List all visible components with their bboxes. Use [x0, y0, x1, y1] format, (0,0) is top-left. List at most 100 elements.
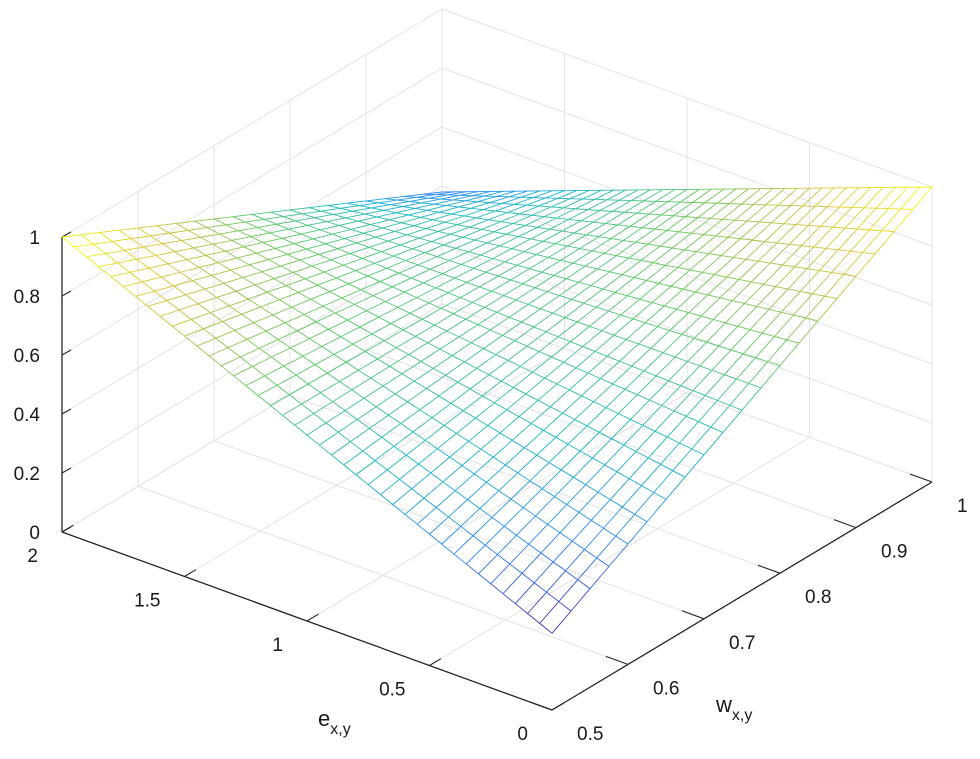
mesh-segment: [333, 354, 347, 363]
mesh-segment: [328, 328, 341, 338]
mesh-segment: [787, 268, 808, 290]
mesh-segment: [294, 413, 314, 426]
mesh-segment: [395, 393, 408, 403]
mesh-segment: [500, 221, 514, 224]
mesh-segment: [489, 196, 509, 204]
mesh-segment: [386, 454, 407, 471]
mesh-segment: [359, 205, 372, 209]
mesh-segment: [443, 236, 463, 246]
mesh-segment: [635, 241, 648, 245]
mesh-segment: [276, 220, 296, 225]
mesh-segment: [652, 247, 673, 264]
mesh-segment: [105, 249, 125, 255]
mesh-segment: [440, 198, 454, 201]
mesh-segment: [320, 392, 334, 403]
mesh-segment: [378, 306, 398, 318]
mesh-segment: [749, 329, 763, 334]
mesh-segment: [332, 389, 352, 403]
mesh-segment: [226, 221, 246, 226]
mesh-segment: [558, 336, 571, 343]
mesh-segment: [613, 318, 634, 336]
mesh-segment: [428, 302, 442, 309]
mesh-segment: [242, 271, 262, 278]
mesh-segment: [240, 347, 260, 358]
mesh-segment: [179, 271, 193, 282]
mesh-segment: [479, 275, 499, 288]
mesh-segment: [707, 294, 721, 299]
mesh-segment: [714, 257, 734, 276]
w-axis-tick: [757, 564, 781, 574]
mesh-segment: [313, 233, 333, 240]
mesh-segment: [194, 220, 208, 229]
mesh-segment: [345, 213, 365, 219]
mesh-segment: [535, 496, 555, 517]
z-axis-tick: [61, 467, 72, 474]
mesh-segment: [598, 413, 619, 433]
mesh-segment: [831, 272, 844, 275]
mesh-segment: [273, 271, 294, 280]
mesh-segment: [616, 255, 629, 259]
mesh-segment: [571, 285, 592, 300]
mesh-segment: [708, 237, 729, 255]
mesh-segment: [451, 342, 472, 356]
mesh-segment: [393, 255, 406, 261]
mesh-segment: [775, 286, 789, 290]
mesh-segment: [137, 225, 158, 229]
mesh-segment: [284, 314, 305, 324]
mesh-segment: [574, 401, 595, 420]
mesh-segment: [243, 246, 257, 254]
mesh-segment: [544, 361, 565, 379]
mesh-segment: [386, 469, 400, 480]
mesh-segment: [674, 337, 695, 358]
mesh-segment: [857, 228, 870, 231]
mesh-segment: [458, 324, 479, 338]
mesh-segment: [457, 381, 471, 390]
mesh-segment: [568, 209, 588, 220]
mesh-segment: [174, 251, 188, 260]
mesh-segment: [301, 392, 321, 405]
mesh-segment: [524, 430, 544, 449]
mesh-segment: [404, 291, 417, 299]
mesh-segment: [477, 201, 490, 204]
mesh-segment: [223, 282, 237, 292]
mesh-segment: [364, 213, 378, 218]
mesh-segment: [398, 272, 412, 279]
mesh-segment: [697, 217, 711, 219]
mesh-segment: [416, 194, 436, 198]
mesh-segment: [701, 255, 722, 273]
mesh-segment: [268, 259, 281, 267]
mesh-segment: [270, 211, 284, 218]
e-axis-tick: [184, 569, 197, 577]
mesh-segment: [272, 306, 292, 316]
mesh-segment: [641, 214, 662, 229]
mesh-segment: [532, 356, 552, 373]
mesh-segment: [192, 274, 212, 282]
mesh-segment: [789, 243, 802, 247]
mesh-segment: [723, 353, 744, 375]
mesh-segment: [457, 367, 478, 383]
mesh-segment: [480, 254, 493, 259]
mesh-segment: [270, 209, 291, 213]
mesh-segment: [563, 346, 584, 363]
mesh-segment: [760, 365, 781, 389]
mesh-segment: [99, 229, 120, 233]
mesh-segment: [499, 432, 513, 441]
mesh-segment: [555, 243, 568, 247]
mesh-segment: [507, 212, 520, 215]
mesh-segment: [540, 308, 553, 314]
mesh-segment: [414, 380, 427, 389]
mesh-segment: [207, 224, 227, 229]
mesh-segment: [681, 333, 695, 339]
mesh-segment: [529, 268, 542, 273]
mesh-segment: [465, 200, 478, 203]
mesh-segment: [465, 195, 485, 202]
mesh-segment: [340, 205, 360, 209]
mesh-segment: [545, 317, 566, 333]
mesh-segment: [691, 232, 704, 236]
mesh-segment: [790, 187, 810, 206]
mesh-segment: [726, 276, 740, 280]
mesh-segment: [656, 375, 669, 382]
mesh-segment: [632, 318, 646, 324]
mesh-segment: [699, 365, 713, 371]
mesh-segment: [370, 377, 384, 387]
